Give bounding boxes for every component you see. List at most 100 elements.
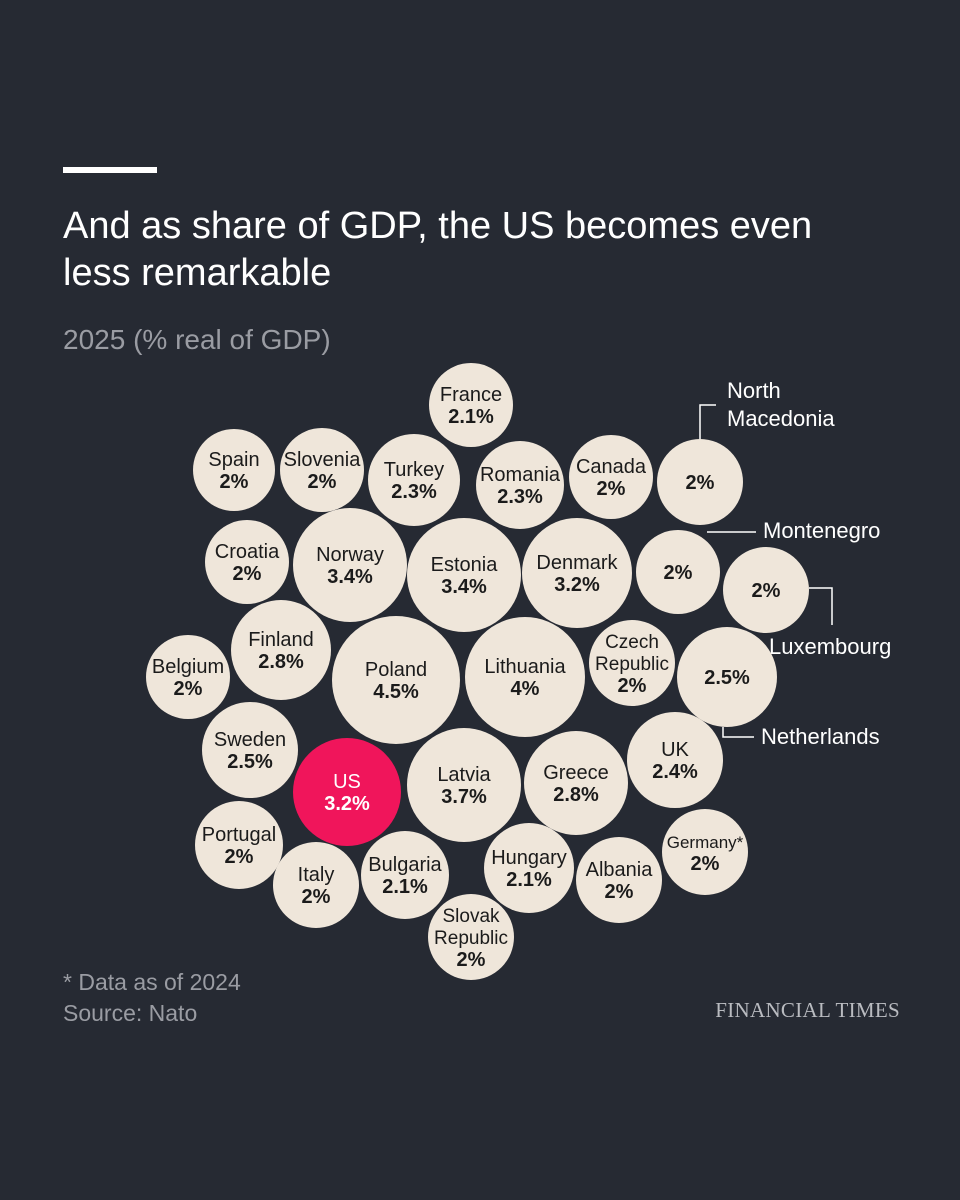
chart-title: And as share of GDP, the US becomes even…	[63, 205, 813, 294]
bubble-name-romania: Romania	[480, 464, 561, 486]
bubble-name-denmark: Denmark	[536, 552, 618, 574]
bubble-circle-bulgaria	[361, 831, 449, 919]
bubble-value-slovenia: 2%	[308, 471, 337, 493]
bubble-circle-albania	[576, 837, 662, 923]
bubble-name-greece: Greece	[543, 762, 609, 784]
bubble-name-latvia: Latvia	[437, 764, 491, 786]
bubble-circle-germany	[662, 809, 748, 895]
bubble-circle-france	[429, 363, 513, 447]
bubble-circle-sweden	[202, 702, 298, 798]
bubble-circle-latvia	[407, 728, 521, 842]
bubble-value-france: 2.1%	[448, 406, 494, 428]
bubble-circle-croatia	[205, 520, 289, 604]
bubble-name-uk: UK	[661, 739, 689, 761]
bubble-value-estonia: 3.4%	[441, 576, 487, 598]
bubble-name-czech-republic: Czech Republic	[595, 632, 669, 675]
bubble-circle-north-macedonia	[657, 439, 743, 525]
bubble-value-bulgaria: 2.1%	[382, 876, 428, 898]
bubble-value-us: 3.2%	[324, 793, 370, 815]
bubble-circle-finland	[231, 600, 331, 700]
bubble-circle-slovak-republic	[428, 894, 514, 980]
bubble-circle-uk	[627, 712, 723, 808]
callout-label-montenegro: Montenegro	[763, 518, 880, 543]
bubble-value-romania: 2.3%	[497, 486, 543, 508]
callout-label-netherlands: Netherlands	[761, 724, 880, 749]
bubble-circle-poland	[332, 616, 460, 744]
bubble-circle-netherlands	[677, 627, 777, 727]
bubble-value-sweden: 2.5%	[227, 751, 273, 773]
bubble-name-norway: Norway	[316, 544, 384, 566]
bubble-name-poland: Poland	[365, 659, 427, 681]
bubble-name-lithuania: Lithuania	[484, 656, 566, 678]
bubble-value-lithuania: 4%	[511, 678, 540, 700]
bubble-circle-romania	[476, 441, 564, 529]
bubble-circle-slovenia	[280, 428, 364, 512]
bubble-name-estonia: Estonia	[431, 554, 499, 576]
bubble-circle-norway	[293, 508, 407, 622]
bubble-circle-turkey	[368, 434, 460, 526]
bubble-circle-belgium	[146, 635, 230, 719]
bubble-value-belgium: 2%	[174, 678, 203, 700]
bubble-value-hungary: 2.1%	[506, 869, 552, 891]
bubble-value-luxembourg: 2%	[752, 580, 781, 602]
bubble-name-belgium: Belgium	[152, 656, 224, 678]
bubble-circle-hungary	[484, 823, 574, 913]
bubble-value-denmark: 3.2%	[554, 574, 600, 596]
bubble-name-portugal: Portugal	[202, 824, 277, 846]
bubble-name-bulgaria: Bulgaria	[368, 854, 442, 876]
bubble-value-montenegro: 2%	[664, 562, 693, 584]
bubble-value-czech-republic: 2%	[618, 675, 647, 697]
callout-line-luxembourg	[809, 587, 833, 625]
bubble-value-germany: 2%	[691, 853, 720, 875]
bubble-circle-greece	[524, 731, 628, 835]
bubble-name-germany: Germany*	[667, 833, 744, 852]
bubble-montenegro: 2%	[636, 530, 720, 614]
bubble-value-croatia: 2%	[233, 563, 262, 585]
bubble-name-finland: Finland	[248, 629, 314, 651]
bubble-name-turkey: Turkey	[384, 459, 444, 481]
callout-line-north-macedonia	[699, 404, 716, 439]
bubble-north-macedonia: 2%	[657, 439, 743, 525]
bubble-value-italy: 2%	[302, 886, 331, 908]
bubble-value-finland: 2.8%	[258, 651, 304, 673]
bubble-value-turkey: 2.3%	[391, 481, 437, 503]
bubble-name-slovenia: Slovenia	[284, 449, 362, 471]
bubble-value-north-macedonia: 2%	[686, 472, 715, 494]
bubble-value-albania: 2%	[605, 881, 634, 903]
bubble-name-albania: Albania	[586, 859, 654, 881]
bubble-name-spain: Spain	[208, 449, 259, 471]
bubble-name-sweden: Sweden	[214, 729, 286, 751]
bubble-netherlands: 2.5%	[677, 627, 777, 727]
bubble-value-greece: 2.8%	[553, 784, 599, 806]
bubble-value-slovak-republic: 2%	[457, 949, 486, 971]
bubble-germany: Germany*2%	[662, 809, 748, 895]
bubble-circle-luxembourg	[723, 547, 809, 633]
bubble-value-poland: 4.5%	[373, 681, 419, 703]
bubble-value-uk: 2.4%	[652, 761, 698, 783]
bubble-name-hungary: Hungary	[491, 847, 567, 869]
bubble-circle-lithuania	[465, 617, 585, 737]
bubble-name-us: US	[333, 771, 361, 793]
callout-label-luxembourg: Luxembourg	[769, 634, 891, 659]
bubble-name-france: France	[440, 384, 502, 406]
